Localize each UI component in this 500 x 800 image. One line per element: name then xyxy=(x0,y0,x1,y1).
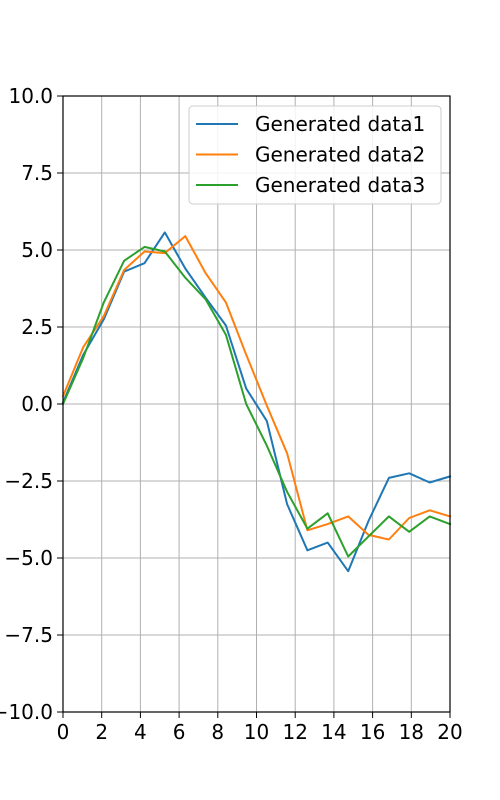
x-tick-label: 12 xyxy=(282,720,307,744)
x-tick-label: 20 xyxy=(437,720,462,744)
y-tick-label: 2.5 xyxy=(21,315,53,339)
x-tick-label: 0 xyxy=(57,720,70,744)
x-tick-label: 18 xyxy=(399,720,424,744)
legend-label-1: Generated data1 xyxy=(255,112,425,136)
x-tick-label: 2 xyxy=(95,720,108,744)
series-line-3 xyxy=(61,245,452,558)
y-tick-label: 0.0 xyxy=(21,392,53,416)
x-tick-label: 16 xyxy=(360,720,385,744)
x-tick-label: 8 xyxy=(211,720,224,744)
x-tick-label: 14 xyxy=(321,720,346,744)
tick-layer: 0 2 4 6 8 10 12 14 16 18 20 −10.0 −7.5 −5.0 −2.5 0.0 2.5… xyxy=(0,84,463,744)
y-tick-label: −5.0 xyxy=(4,546,53,570)
legend-label-2: Generated data2 xyxy=(255,143,425,167)
y-tick-label: −2.5 xyxy=(4,469,53,493)
y-tick-label: −10.0 xyxy=(0,700,53,724)
legend-frame xyxy=(188,105,442,205)
series-layer xyxy=(61,231,452,573)
series-line-1 xyxy=(61,231,452,573)
y-tick-label: 5.0 xyxy=(21,238,53,262)
legend: Generated data1 Generated data2 Generated … xyxy=(188,105,442,205)
series-line-2 xyxy=(61,235,452,541)
x-tick-label: 4 xyxy=(134,720,147,744)
legend-label-3: Generated data3 xyxy=(255,173,425,197)
y-tick-label: 10.0 xyxy=(8,84,53,108)
y-tick-label: −7.5 xyxy=(4,623,53,647)
x-tick-label: 6 xyxy=(173,720,186,744)
x-tick-label: 10 xyxy=(244,720,269,744)
y-tick-label: 7.5 xyxy=(21,161,53,185)
